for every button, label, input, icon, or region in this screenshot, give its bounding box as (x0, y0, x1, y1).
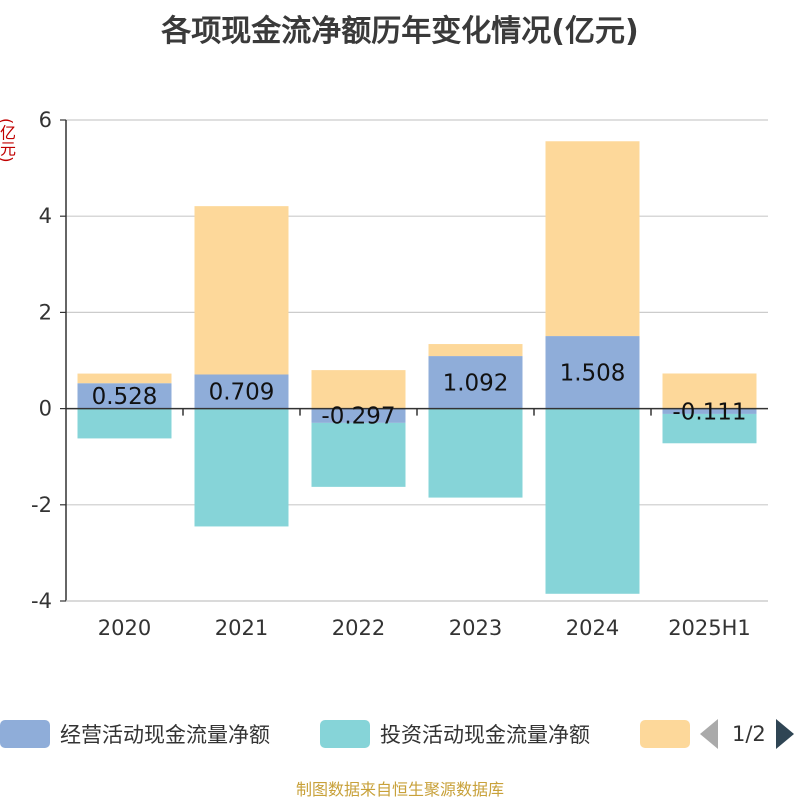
legend-item-third[interactable] (640, 716, 700, 752)
legend-item-investing[interactable]: 投资活动现金流量净额 (320, 716, 590, 752)
y-axis-unit: (亿元) (0, 118, 16, 163)
legend-prev-arrow-icon[interactable] (700, 719, 718, 749)
y-tick-label: 2 (39, 300, 52, 324)
data-label-operating: 0.709 (209, 380, 275, 406)
bar-operating (77, 383, 172, 409)
bar-operating (428, 356, 523, 409)
x-tick-label: 2023 (449, 616, 502, 640)
chart-title: 各项现金流净额历年变化情况(亿元) (161, 14, 639, 49)
legend-swatch-third (640, 720, 690, 748)
legend-page-indicator: 1/2 (732, 722, 766, 746)
y-tick-label: 6 (39, 108, 52, 132)
bar-investing (428, 408, 523, 498)
x-tick-label: 2022 (332, 616, 385, 640)
source-footer: 制图数据来自恒生聚源数据库 (295, 780, 504, 799)
bar-third (77, 373, 172, 384)
legend-swatch-investing (320, 720, 370, 748)
bar-investing (662, 413, 757, 444)
bar-operating (662, 408, 757, 414)
bar-third (545, 141, 640, 337)
data-label-operating: -0.297 (321, 404, 395, 430)
bar-third (428, 344, 523, 357)
legend-next-arrow-icon[interactable] (775, 719, 794, 749)
data-label-operating: 0.528 (92, 384, 158, 410)
bar-operating (311, 408, 406, 423)
x-tick-label: 2021 (215, 616, 268, 640)
data-label-operating: 1.092 (443, 370, 509, 396)
legend-label-investing: 投资活动现金流量净额 (380, 723, 590, 747)
legend-label-operating: 经营活动现金流量净额 (60, 723, 270, 747)
bar-operating (545, 336, 640, 409)
y-tick-label: -4 (31, 589, 52, 613)
x-tick-label: 2024 (566, 616, 619, 640)
legend-swatch-operating (0, 720, 50, 748)
y-tick-label: 0 (39, 397, 52, 421)
y-tick-label: 4 (39, 204, 52, 228)
bar-operating (194, 374, 289, 409)
bar-third (662, 373, 757, 409)
bar-investing (77, 408, 172, 439)
bar-investing (545, 408, 640, 594)
x-tick-label: 2025H1 (668, 616, 751, 640)
bar-investing (311, 422, 406, 487)
legend-item-operating[interactable]: 经营活动现金流量净额 (0, 716, 270, 752)
bar-third (311, 370, 406, 409)
data-label-operating: -0.111 (672, 399, 746, 425)
data-label-operating: 1.508 (560, 360, 626, 386)
bar-third (194, 206, 289, 375)
legend: 经营活动现金流量净额 投资活动现金流量净额 1/2 (0, 716, 800, 752)
bar-investing (194, 408, 289, 527)
y-tick-label: -2 (31, 493, 52, 517)
plot-area: 6 4 2 0 -2 -4 2020 2021 2022 2023 2024 2025H1 0.528 0… (31, 108, 768, 640)
x-tick-label: 2020 (98, 616, 151, 640)
legend-pager: 1/2 (700, 716, 794, 752)
